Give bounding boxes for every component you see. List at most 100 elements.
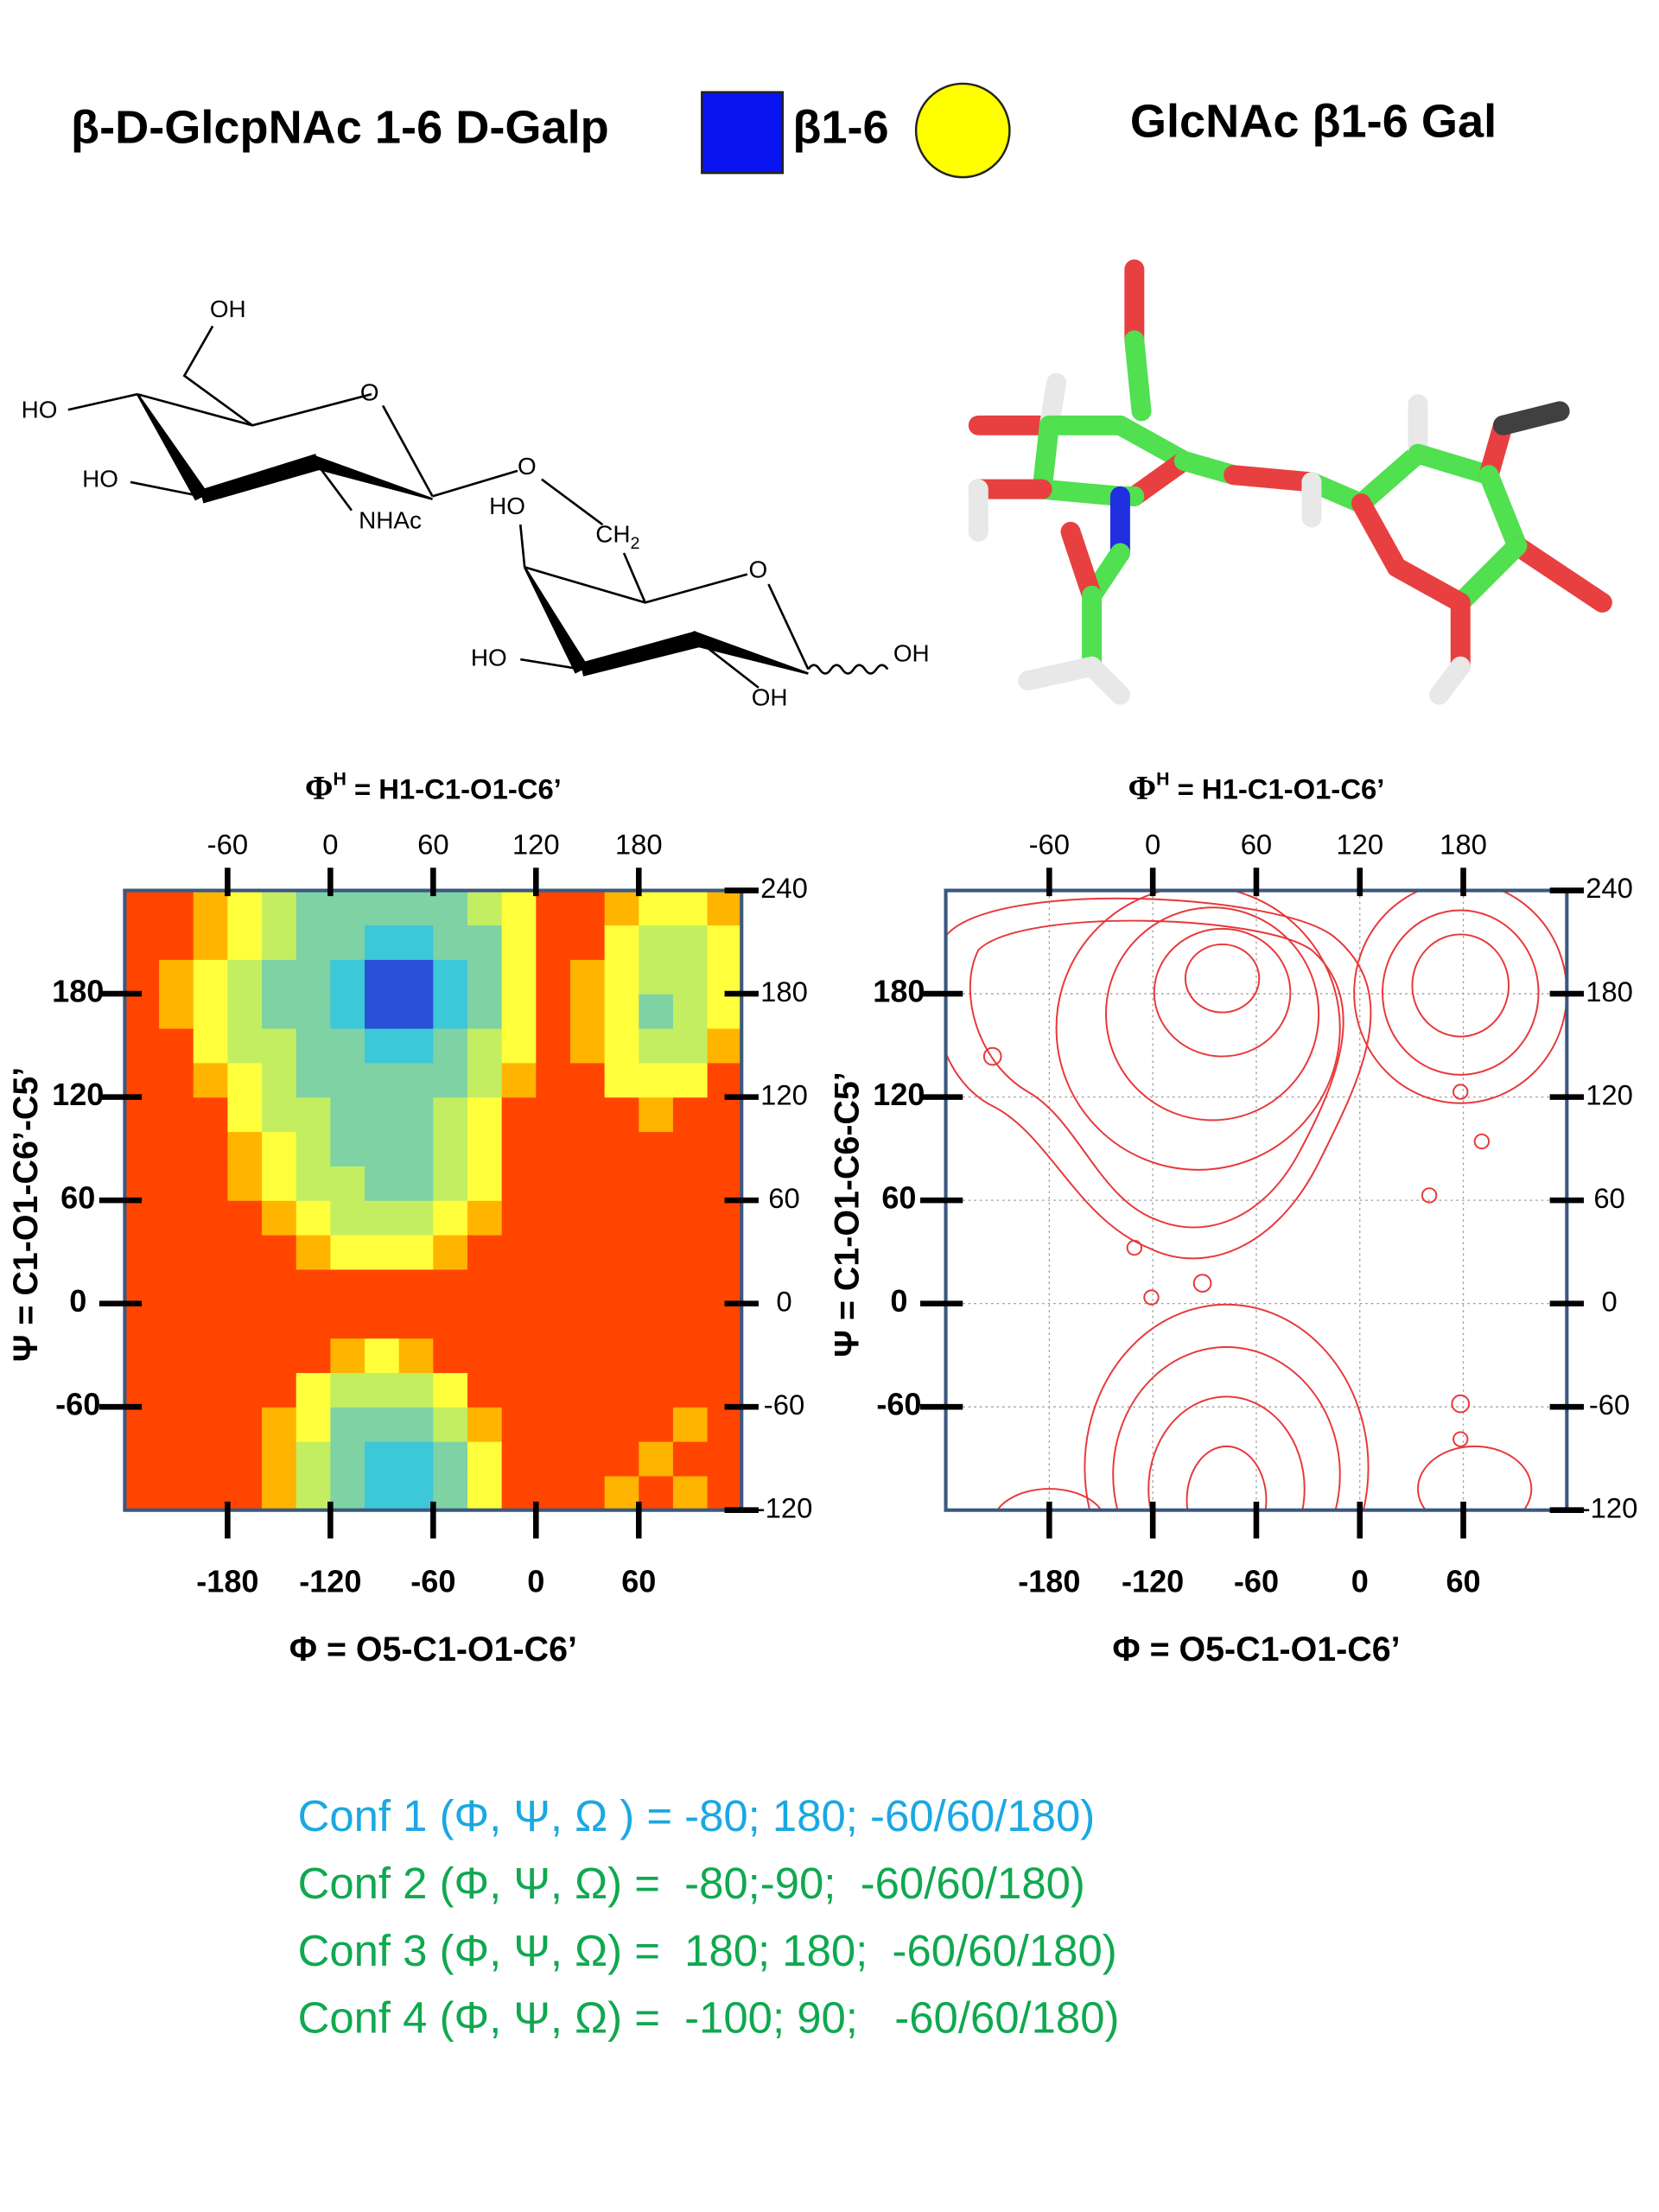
heat-cell — [604, 959, 639, 995]
heat-cell — [262, 925, 297, 960]
heat-cell — [365, 1234, 400, 1270]
heat-cell — [433, 1166, 468, 1201]
x-axis-title: Φ = O5-C1-O1-C6’ — [289, 1630, 577, 1669]
x2-tick-label: 180 — [615, 828, 663, 860]
heat-cell — [604, 1166, 639, 1201]
heat-cell — [365, 1441, 400, 1477]
heat-cell — [227, 994, 263, 1029]
heat-cell — [365, 1062, 400, 1098]
heat-cell — [672, 994, 709, 1029]
heat-cell — [159, 1338, 194, 1373]
atom-label: HO — [82, 466, 118, 493]
heat-cell — [467, 1027, 503, 1064]
heat-cell — [501, 1441, 537, 1477]
heat-cell — [433, 1338, 468, 1373]
heat-cell — [433, 1372, 468, 1408]
heat-cell — [262, 959, 297, 995]
heat-cell — [536, 959, 571, 995]
heat-cell — [707, 1234, 742, 1270]
heat-cell — [330, 1096, 365, 1133]
y2-tick-label: 0 — [1601, 1285, 1617, 1317]
y-axis-title: Ψ = C1-O1-C6-C5’ — [828, 1071, 866, 1357]
heat-cell — [262, 1268, 297, 1305]
heat-cell — [672, 1096, 709, 1133]
x2-title-rest: = H1-C1-O1-C6’ — [346, 772, 562, 804]
heat-cell — [604, 1234, 639, 1270]
atom-label: CH2 — [595, 521, 639, 554]
heat-cell — [398, 1096, 434, 1133]
heat-cell — [433, 1234, 468, 1270]
heat-cell — [124, 890, 160, 926]
heat-cell — [536, 1027, 571, 1064]
x-tick-label: 0 — [1351, 1564, 1369, 1599]
heat-cell — [296, 1441, 332, 1477]
heat-cell — [707, 1475, 742, 1511]
x2-axis-title: ΦH = H1-C1-O1-C6’ — [1128, 768, 1384, 807]
heat-cell — [604, 1027, 639, 1064]
x2-axis-title: ΦH = H1-C1-O1-C6’ — [305, 768, 562, 807]
y-axis-title: Ψ = C1-O1-C6’-C5’ — [7, 1067, 45, 1362]
heat-cell — [124, 1166, 160, 1201]
x2-title-symbol: Φ — [1128, 769, 1156, 807]
heat-cell — [467, 994, 503, 1029]
heat-cell — [707, 1338, 742, 1373]
heat-cell — [193, 959, 229, 995]
heat-cell — [536, 890, 571, 926]
heat-cell — [569, 1234, 606, 1270]
contours — [945, 890, 1567, 1510]
heat-cell — [433, 1200, 468, 1236]
heat-cell — [707, 1096, 742, 1133]
heat-cell — [124, 959, 160, 995]
heat-cell — [569, 1268, 606, 1305]
heat-cell — [365, 1407, 400, 1442]
heat-cell — [365, 1268, 400, 1305]
heat-cell — [604, 1096, 639, 1133]
x2-tick-label: -60 — [207, 828, 248, 860]
heat-cell — [124, 1338, 160, 1373]
heat-cell — [639, 959, 674, 995]
y-tick-label: 120 — [52, 1077, 104, 1112]
heat-cell — [467, 959, 503, 995]
heat-cell — [330, 1372, 365, 1408]
heat-cell — [639, 1441, 674, 1477]
heat-cell — [330, 1303, 365, 1339]
heat-cell — [467, 1441, 503, 1477]
heat-cell — [159, 1200, 194, 1236]
heat-cell — [398, 1475, 434, 1511]
x2-tick-label: 0 — [1145, 828, 1160, 860]
heat-cell — [536, 1166, 571, 1201]
heat-cell — [433, 1131, 468, 1166]
heat-cell — [193, 994, 229, 1029]
heat-cell — [707, 1372, 742, 1408]
heat-cell — [330, 1131, 365, 1166]
heat-cell — [707, 1131, 742, 1166]
heat-cell — [159, 1131, 194, 1166]
heat-cell — [262, 890, 297, 926]
heat-cell — [467, 1407, 503, 1442]
heat-cell — [398, 1338, 434, 1373]
ch-sub: 2 — [630, 534, 639, 553]
heat-cell — [365, 925, 400, 960]
atom-label: HO — [22, 396, 58, 423]
heat-cell — [398, 890, 434, 926]
heat-cell — [604, 1338, 639, 1373]
heat-cell — [604, 1372, 639, 1408]
heat-cell — [296, 994, 332, 1029]
conformer-line: Conf 1 (Φ, Ψ, Ω ) = -80; 180; -60/60/180… — [298, 1791, 1096, 1840]
heat-cell — [639, 1027, 674, 1064]
heat-cell — [193, 1407, 229, 1442]
heat-cell — [604, 1062, 639, 1098]
heat-cell — [330, 1200, 365, 1236]
heat-cell — [296, 1268, 332, 1305]
y2-tick-label: 60 — [768, 1182, 800, 1214]
heat-cell — [639, 1303, 674, 1339]
heat-cell — [124, 1027, 160, 1064]
atom-label: OH — [752, 683, 788, 710]
heat-cell — [296, 1372, 332, 1408]
y-tick-label: 60 — [60, 1180, 95, 1216]
heat-cell — [227, 1372, 263, 1408]
x2-title-sup: H — [1156, 768, 1169, 789]
heat-cell — [296, 1131, 332, 1166]
atom-label: HO — [489, 493, 525, 519]
heat-cell — [536, 1407, 571, 1442]
